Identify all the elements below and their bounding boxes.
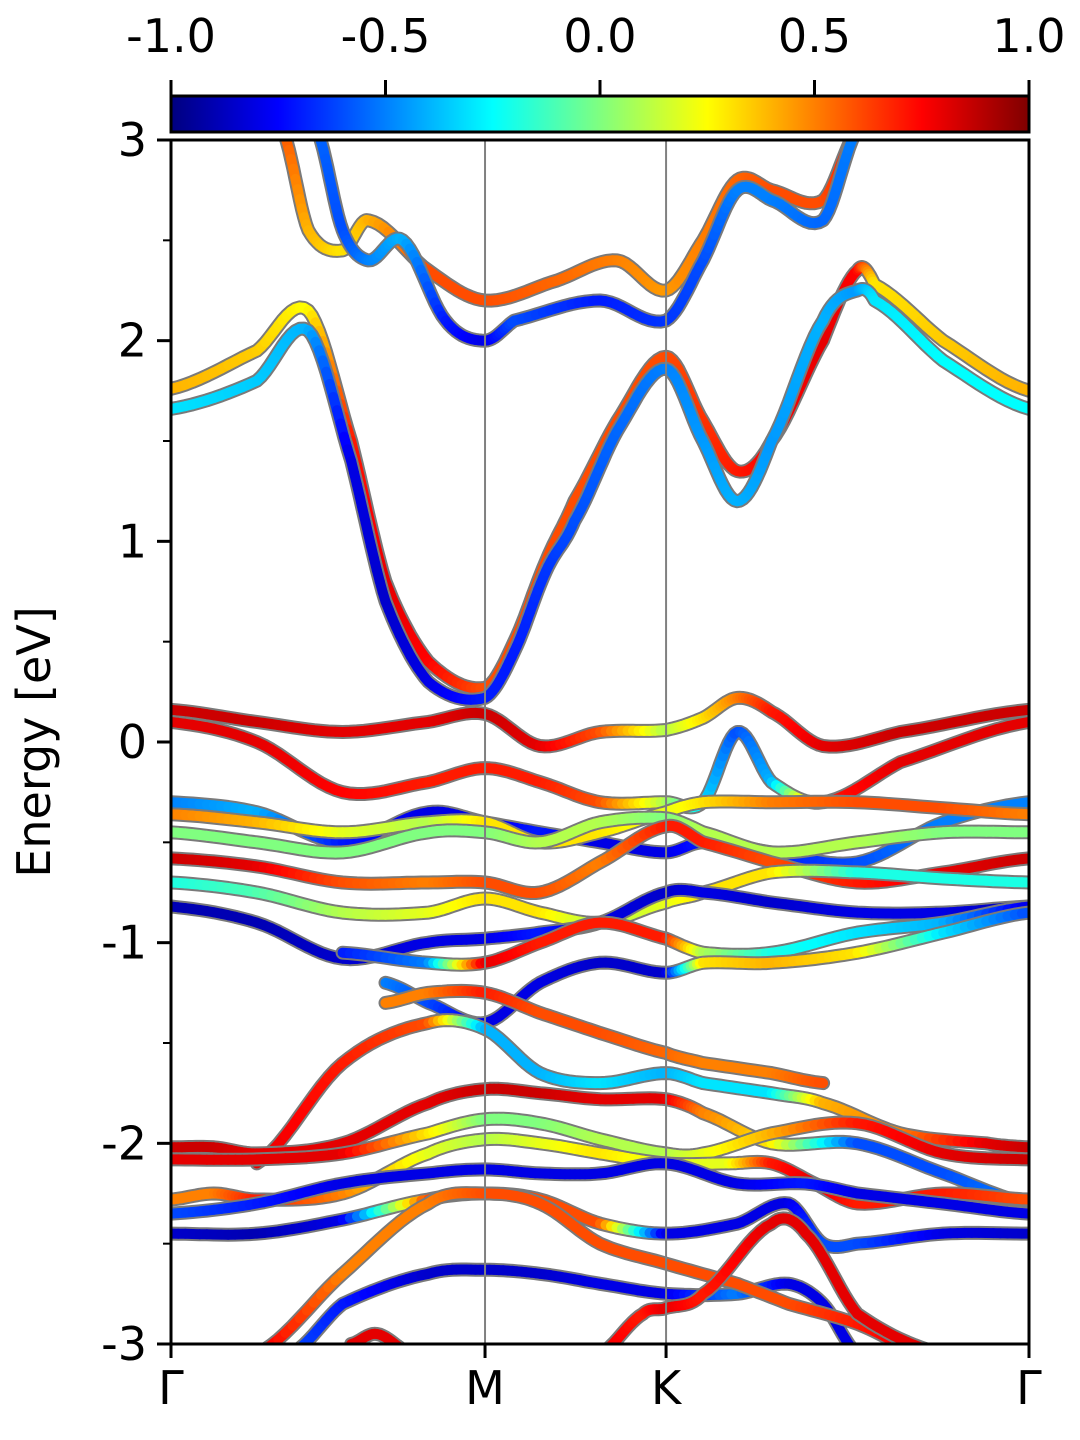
band	[171, 690, 1029, 754]
band-segment	[909, 1340, 925, 1344]
y-axis: -3 -2 -1 0 1 2 3	[101, 113, 171, 1371]
band	[278, 140, 859, 308]
band-segment	[297, 1343, 303, 1344]
band-segment	[604, 1349, 608, 1352]
band	[171, 1111, 1029, 1167]
band	[171, 1156, 1029, 1221]
y-tick-label: -3	[101, 1317, 147, 1371]
bands	[171, 140, 1029, 1355]
band-segment	[929, 1350, 936, 1352]
band-segment	[849, 1343, 855, 1344]
band-segment	[263, 1340, 276, 1344]
band	[171, 794, 1029, 850]
band-segment	[846, 140, 857, 144]
y-tick-label: -2	[101, 1116, 147, 1170]
x-tick-label: Γ	[158, 1361, 184, 1415]
band-segment	[1013, 716, 1029, 729]
y-tick-label: 3	[118, 113, 147, 167]
band	[257, 1186, 926, 1355]
band-segment	[855, 1352, 858, 1355]
colorbar-gradient	[169, 94, 1031, 134]
band	[171, 282, 1029, 707]
band-outline	[171, 282, 1029, 707]
band-segment	[605, 1341, 616, 1344]
band-segment	[813, 1077, 829, 1089]
colorbar-tick-label: 0.5	[778, 9, 851, 63]
band-segment	[600, 1352, 604, 1354]
kpoint-lines	[484, 140, 668, 1344]
band	[378, 983, 831, 1091]
band-segment	[396, 1342, 404, 1344]
y-axis-label: Energy [eV]	[7, 606, 61, 877]
band	[171, 818, 1029, 900]
band-segment	[406, 1352, 409, 1354]
x-tick-label: M	[465, 1361, 505, 1415]
colorbar-tick-label: 1.0	[992, 9, 1065, 63]
y-tick-label: -1	[101, 916, 147, 970]
colorbar: -1.0 -0.5 0.0 0.5 1.0	[126, 9, 1066, 134]
band	[600, 1211, 943, 1354]
band-segment	[403, 1350, 406, 1352]
y-tick-label: 0	[118, 715, 147, 769]
colorbar-tick-label: -0.5	[341, 9, 431, 63]
x-tick-label: K	[651, 1361, 683, 1415]
band-segment	[291, 1352, 295, 1355]
colorbar-tick-label: -1.0	[126, 9, 216, 63]
band-segment	[936, 1352, 943, 1354]
x-tick-label: Γ	[1016, 1361, 1042, 1415]
band-segment	[408, 1353, 411, 1354]
colorbar-tick-label: 0.0	[563, 9, 636, 63]
band-segment	[920, 1353, 926, 1355]
band	[171, 810, 1029, 860]
band	[313, 140, 860, 348]
y-tick-label: 2	[118, 314, 147, 368]
band-segment	[1013, 704, 1029, 716]
band	[291, 1262, 858, 1355]
band-segment	[906, 1343, 912, 1344]
band-segment	[257, 1350, 264, 1354]
band-segment	[918, 1342, 927, 1344]
band	[171, 863, 1029, 930]
band-segment	[898, 1340, 912, 1344]
y-tick-label: 1	[118, 514, 147, 568]
band-segment	[392, 1340, 404, 1344]
band-outline	[171, 690, 1029, 754]
colorbar-ticks: -1.0 -0.5 0.0 0.5 1.0	[126, 9, 1066, 96]
band-segment	[915, 1351, 921, 1353]
